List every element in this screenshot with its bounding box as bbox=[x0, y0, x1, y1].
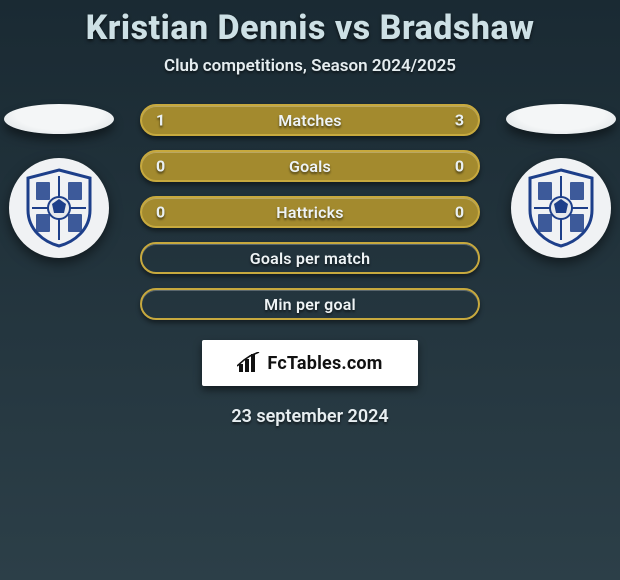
page-title: Kristian Dennis vs Bradshaw bbox=[0, 8, 620, 48]
player-right-crest bbox=[511, 158, 611, 258]
stat-bar-goals: 0 Goals 0 bbox=[140, 150, 480, 182]
comparison-panel: 1 Matches 3 0 Goals 0 0 Hattricks 0 Goal… bbox=[0, 104, 620, 427]
stat-right-value: 0 bbox=[455, 203, 464, 222]
stat-bars: 1 Matches 3 0 Goals 0 0 Hattricks 0 Goal… bbox=[140, 104, 480, 320]
stat-bar-goals-per-match: Goals per match bbox=[140, 242, 480, 274]
shield-icon bbox=[24, 168, 94, 248]
stat-label: Min per goal bbox=[142, 295, 478, 314]
player-left-avatar bbox=[4, 104, 114, 134]
stat-label: Goals per match bbox=[142, 249, 478, 268]
stat-right-value: 0 bbox=[455, 157, 464, 176]
shield-icon bbox=[526, 168, 596, 248]
infographic-root: Kristian Dennis vs Bradshaw Club competi… bbox=[0, 0, 620, 427]
brand-text: FcTables.com bbox=[267, 353, 382, 374]
subtitle: Club competitions, Season 2024/2025 bbox=[0, 56, 620, 76]
player-left bbox=[4, 104, 114, 258]
player-right bbox=[506, 104, 616, 258]
stat-bar-hattricks: 0 Hattricks 0 bbox=[140, 196, 480, 228]
stat-bar-min-per-goal: Min per goal bbox=[140, 288, 480, 320]
brand-logo: FcTables.com bbox=[202, 340, 418, 386]
stat-label: Hattricks bbox=[142, 203, 478, 222]
bar-chart-icon bbox=[237, 352, 261, 374]
stat-label: Matches bbox=[142, 111, 478, 130]
player-left-crest bbox=[9, 158, 109, 258]
player-right-avatar bbox=[506, 104, 616, 134]
stat-bar-matches: 1 Matches 3 bbox=[140, 104, 480, 136]
stat-right-value: 3 bbox=[455, 111, 464, 130]
stat-label: Goals bbox=[142, 157, 478, 176]
date-label: 23 september 2024 bbox=[0, 406, 620, 427]
